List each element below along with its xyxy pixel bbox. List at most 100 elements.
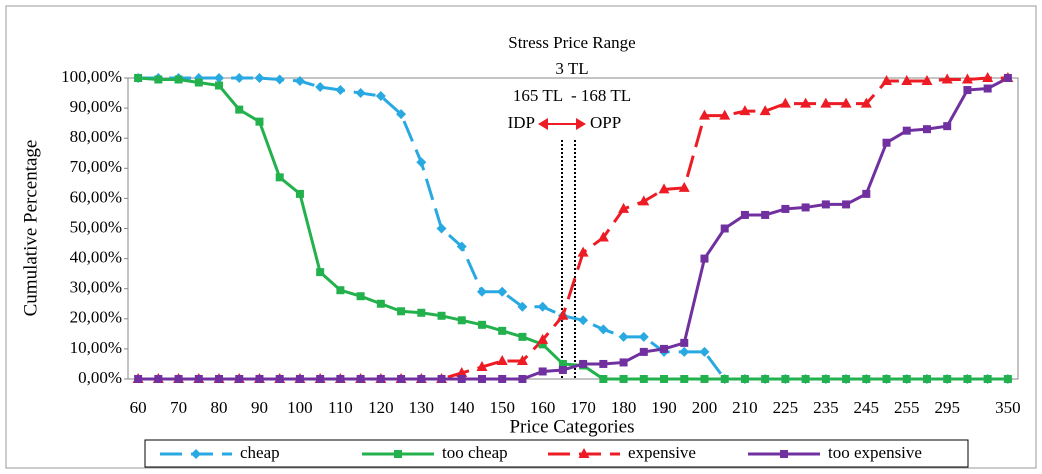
legend-marker (191, 449, 201, 459)
data-point (739, 105, 751, 116)
data-point (416, 157, 427, 168)
x-tick-label: 235 (813, 398, 839, 417)
data-point (255, 117, 264, 126)
data-point (537, 301, 548, 312)
data-point (1003, 375, 1012, 383)
data-point (862, 375, 871, 383)
data-point (759, 105, 771, 116)
x-tick-label: 90 (251, 398, 268, 417)
y-tick-label: 100,00% (61, 67, 122, 86)
data-point (517, 301, 528, 312)
data-point (921, 75, 933, 86)
data-point (417, 375, 426, 383)
x-tick-label: 200 (692, 398, 718, 417)
data-point (476, 360, 488, 371)
data-point (558, 365, 567, 374)
data-point (902, 126, 911, 135)
data-point (456, 366, 468, 377)
legend-label: cheap (240, 443, 280, 462)
data-point (720, 375, 729, 383)
y-tick-label: 60,00% (70, 187, 122, 206)
data-point (498, 375, 507, 383)
data-point (680, 338, 689, 347)
legend-marker (780, 450, 788, 458)
data-point (174, 75, 183, 84)
data-point (902, 375, 911, 383)
data-point (295, 189, 304, 198)
data-point (599, 375, 608, 383)
data-point (821, 375, 830, 383)
y-tick-label: 20,00% (70, 308, 122, 327)
data-point (660, 375, 669, 383)
data-point (437, 375, 446, 383)
legend-label: too expensive (828, 443, 922, 462)
data-point (275, 173, 284, 182)
data-point (557, 309, 569, 320)
data-point (801, 203, 810, 212)
x-tick-label: 160 (530, 398, 556, 417)
data-point (355, 88, 366, 99)
data-point (477, 375, 486, 383)
data-point (194, 78, 203, 87)
data-point (194, 375, 203, 383)
data-point (881, 75, 893, 86)
data-point (700, 254, 709, 263)
data-point (761, 210, 770, 219)
data-point (397, 375, 406, 383)
data-point (316, 268, 325, 277)
data-point (375, 91, 386, 102)
data-point (417, 308, 426, 317)
x-tick-label: 245 (854, 398, 880, 417)
x-tick-label: 190 (651, 398, 677, 417)
data-point (335, 85, 346, 96)
x-tick-label: 210 (732, 398, 758, 417)
data-point (275, 375, 284, 383)
data-point (597, 231, 609, 242)
x-tick-label: 295 (934, 398, 960, 417)
data-point (436, 223, 447, 234)
data-point (336, 375, 345, 383)
data-point (982, 72, 994, 82)
data-point (901, 75, 913, 86)
data-point (578, 315, 589, 326)
data-point (477, 320, 486, 329)
data-point (154, 75, 163, 84)
data-point (922, 375, 931, 383)
data-point (538, 367, 547, 376)
data-point (660, 344, 669, 353)
x-tick-label: 180 (611, 398, 637, 417)
data-point (781, 375, 790, 383)
data-point (518, 375, 527, 383)
data-point (840, 97, 852, 108)
data-point (516, 354, 528, 365)
data-point (234, 73, 245, 83)
data-point (781, 204, 790, 213)
data-point (456, 241, 467, 252)
legend-label: expensive (628, 443, 696, 462)
data-point (821, 200, 830, 209)
data-point (619, 358, 628, 367)
y-tick-label: 70,00% (70, 157, 122, 176)
data-point (619, 375, 628, 383)
x-tick-label: 120 (368, 398, 394, 417)
data-point (376, 375, 385, 383)
x-tick-label: 140 (449, 398, 475, 417)
x-axis-title: Price Categories (509, 416, 634, 437)
data-point (497, 286, 508, 297)
data-point (639, 375, 648, 383)
data-point (174, 375, 183, 383)
x-tick-label: 225 (773, 398, 799, 417)
x-tick-label: 60 (130, 398, 147, 417)
data-point (699, 346, 710, 357)
annotation: IDP (508, 113, 535, 132)
y-tick-label: 50,00% (70, 217, 122, 236)
annotation: OPP (590, 113, 621, 132)
data-point (679, 346, 690, 357)
data-point (719, 109, 731, 120)
data-point (983, 375, 992, 383)
data-point (941, 73, 953, 84)
x-tick-label: 100 (287, 398, 313, 417)
annotation: 3 TL (555, 59, 588, 78)
x-tick-label: 70 (170, 398, 187, 417)
